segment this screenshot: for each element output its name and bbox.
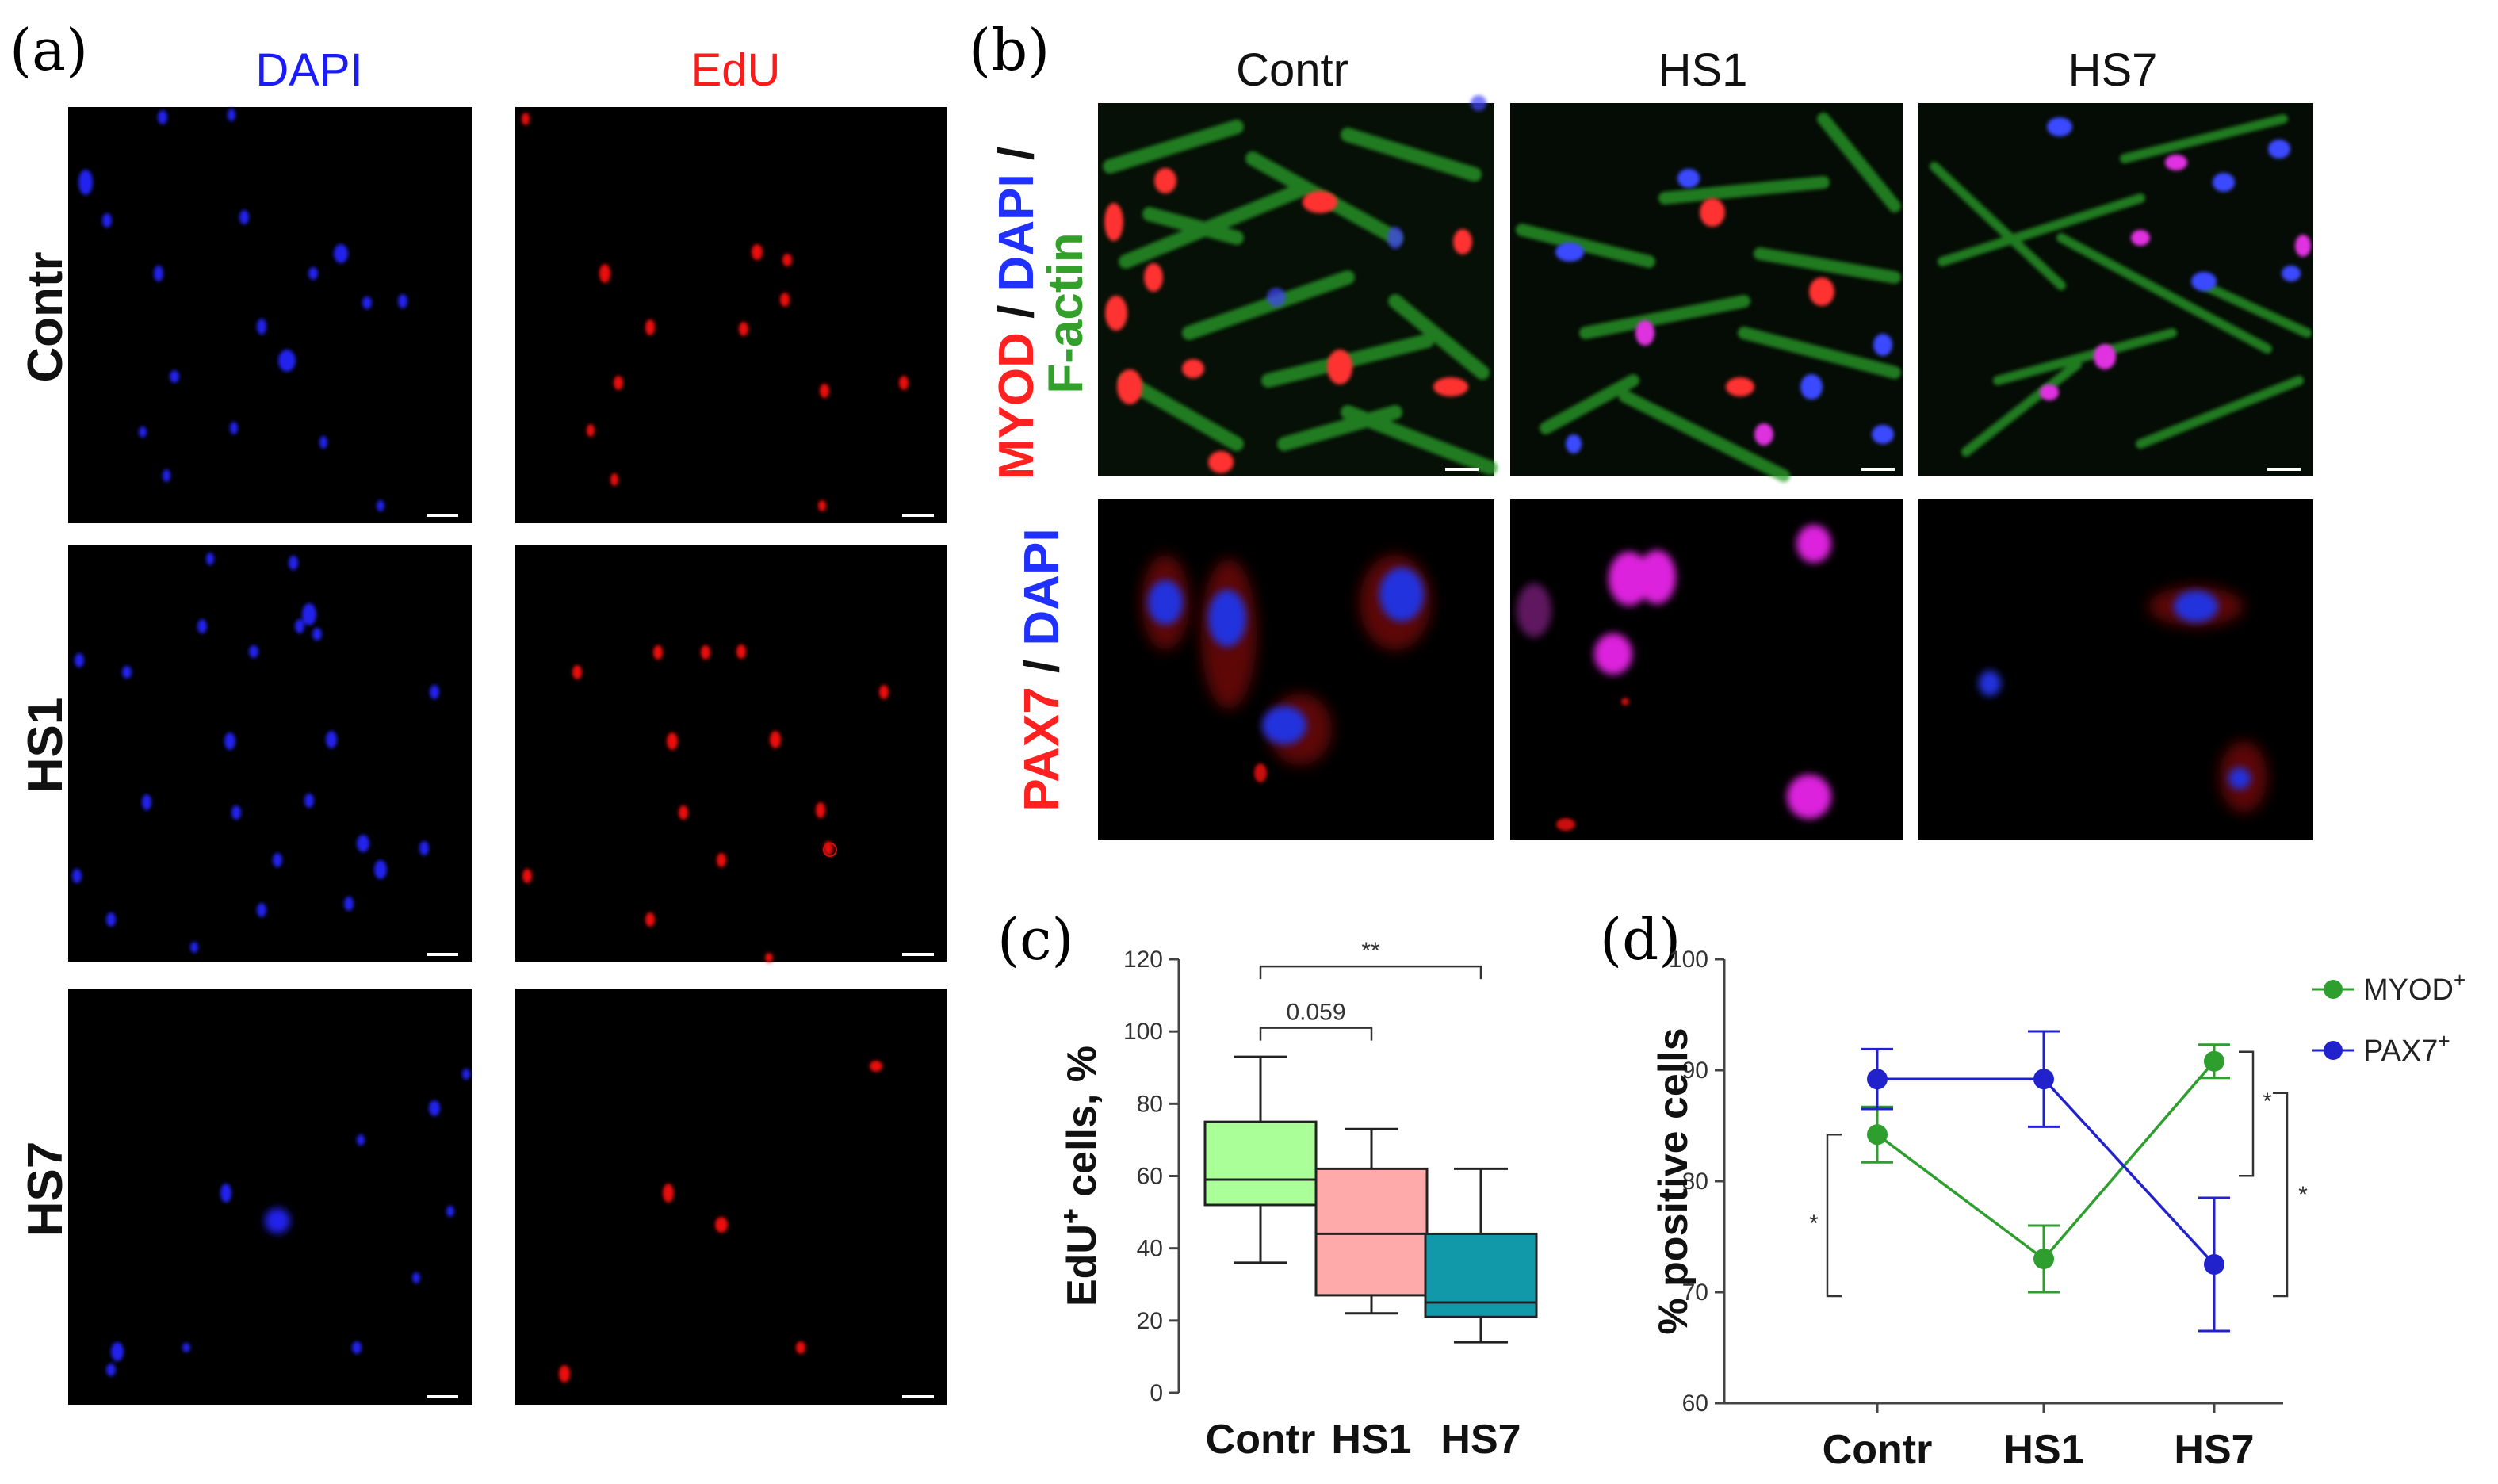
- legend-swatch-marker: [2324, 980, 2343, 999]
- significance-bracket: [1259, 965, 1482, 980]
- x-category-label: HS1: [1331, 1417, 1411, 1463]
- legend-label-name: MYOD: [2363, 973, 2454, 1007]
- y-tick-label: 60: [1682, 1390, 1708, 1417]
- x-category-label: Contr: [1823, 1427, 1933, 1473]
- legend-label-sup: +: [2454, 968, 2465, 992]
- label-dapi-2: DAPI: [1015, 528, 1069, 645]
- panel-b-col-title-hs1: HS1: [1658, 44, 1748, 96]
- y-tick-label: 70: [1682, 1279, 1708, 1306]
- y-tick-label: 60: [1137, 1164, 1163, 1190]
- data-point: [2033, 1249, 2054, 1269]
- panel-a-micrograph-contr-edu: [515, 107, 947, 523]
- x-category-label: Contr: [1206, 1417, 1316, 1463]
- significance-label: *: [2298, 1182, 2308, 1208]
- panel-b-row1-label: MYOD / DAPI / F-actin: [989, 147, 1093, 480]
- panel-a-micrograph-contr-dapi: [68, 107, 472, 523]
- x-category-label: HS7: [2174, 1427, 2254, 1473]
- panel-a-row-title-hs1: HS1: [18, 698, 73, 794]
- label-pax7: PAX7: [1015, 687, 1069, 811]
- significance-label: *: [1809, 1211, 1819, 1237]
- panel-a-row-title-contr: Contr: [18, 251, 73, 382]
- data-point: [1867, 1069, 1888, 1090]
- label-factin: F-actin: [1039, 232, 1093, 393]
- label-slash-2: /: [989, 147, 1044, 174]
- panel-a-row-title-hs7: HS7: [18, 1142, 73, 1237]
- panel-a-col-title-dapi: DAPI: [255, 44, 362, 96]
- significance-bracket: [2239, 1050, 2255, 1177]
- panel-b-row2-label: PAX7 / DAPI: [1015, 528, 1069, 811]
- y-tick-label: 40: [1137, 1236, 1163, 1262]
- y-tick-label: 120: [1123, 947, 1163, 973]
- legend-label: PAX7+: [2363, 1029, 2450, 1068]
- data-point: [2204, 1050, 2224, 1072]
- panel-b-micrograph-pax7-hs7: [1918, 499, 2313, 840]
- y-axis-title-sup: +: [1056, 1208, 1086, 1224]
- panel-a-label: (a): [10, 17, 88, 83]
- panel-b-micrograph-myod-hs1: [1510, 103, 1903, 482]
- panel-a-col-title-edu: EdU: [691, 44, 781, 96]
- y-tick-label: 20: [1137, 1308, 1163, 1334]
- box-plot-edu: 0 20 40 60 80 100 120 Contr HS1 HS7 0.059 ** EdU+ ce…: [1056, 938, 1538, 1463]
- legend-label: MYOD+: [2363, 968, 2465, 1007]
- y-tick-label: 80: [1137, 1091, 1163, 1117]
- panel-a-micrograph-hs7-dapi: [68, 989, 472, 1405]
- box-iqr: [1203, 1120, 1318, 1207]
- legend-label-sup: +: [2438, 1029, 2450, 1053]
- significance-bracket: [1826, 1133, 1842, 1298]
- panel-a-micrograph-hs7-edu: [515, 989, 947, 1405]
- panel-b-micrograph-pax7-hs1: [1510, 499, 1903, 840]
- y-axis-title-suffix: cells, %: [1059, 1046, 1105, 1208]
- label-slash-1: /: [989, 291, 1044, 332]
- data-point: [1867, 1124, 1888, 1146]
- data-point: [2033, 1069, 2054, 1090]
- significance-bracket: [1259, 1027, 1373, 1041]
- y-tick-label: 90: [1682, 1058, 1708, 1084]
- y-tick-label: 100: [1669, 947, 1708, 973]
- panel-b-micrograph-myod-contr: [1098, 95, 1498, 476]
- panel-a-micrograph-hs1-dapi: [68, 545, 472, 962]
- panel-c-label: (c): [997, 906, 1074, 973]
- y-axis-title: % positive cells: [1651, 1027, 1697, 1334]
- panel-b-col-title-hs7: HS7: [2068, 44, 2158, 96]
- y-tick-label: 80: [1682, 1168, 1708, 1195]
- panel-d-label: (d): [1600, 906, 1681, 973]
- significance-label: *: [2263, 1088, 2272, 1115]
- significance-label: **: [1361, 938, 1380, 964]
- y-axis-title-main: EdU: [1059, 1224, 1105, 1306]
- y-tick-label: 100: [1123, 1019, 1163, 1045]
- significance-label: 0.059: [1286, 1000, 1345, 1026]
- legend-label-name: PAX7: [2363, 1035, 2438, 1068]
- label-dapi: DAPI: [989, 174, 1044, 291]
- box-iqr: [1314, 1167, 1429, 1297]
- svg-text:PAX7 / DAPI: PAX7 / DAPI: [1015, 528, 1069, 811]
- panel-b-micrograph-myod-hs7: [1918, 103, 2313, 476]
- y-tick-label: 0: [1150, 1380, 1163, 1406]
- label-slash-3: /: [1015, 646, 1069, 687]
- x-category-label: HS1: [2003, 1427, 2083, 1473]
- svg-text:MYOD / DAPI /: MYOD / DAPI /: [989, 147, 1044, 480]
- panel-b-col-title-contr: Contr: [1236, 44, 1348, 96]
- panel-b-label: (b): [969, 17, 1050, 83]
- panel-a-micrograph-hs1-edu: [515, 545, 947, 962]
- series-line: [1876, 1060, 2216, 1261]
- x-category-label: HS7: [1440, 1417, 1521, 1463]
- significance-bracket: [2273, 1092, 2289, 1298]
- legend-swatch-marker: [2324, 1041, 2343, 1060]
- data-point: [2204, 1254, 2224, 1275]
- panel-b-micrograph-pax7-contr: [1098, 499, 1494, 840]
- label-myod: MYOD: [989, 332, 1044, 480]
- box-iqr: [1424, 1232, 1538, 1318]
- y-axis-title: EdU+ cells, %: [1056, 1046, 1105, 1306]
